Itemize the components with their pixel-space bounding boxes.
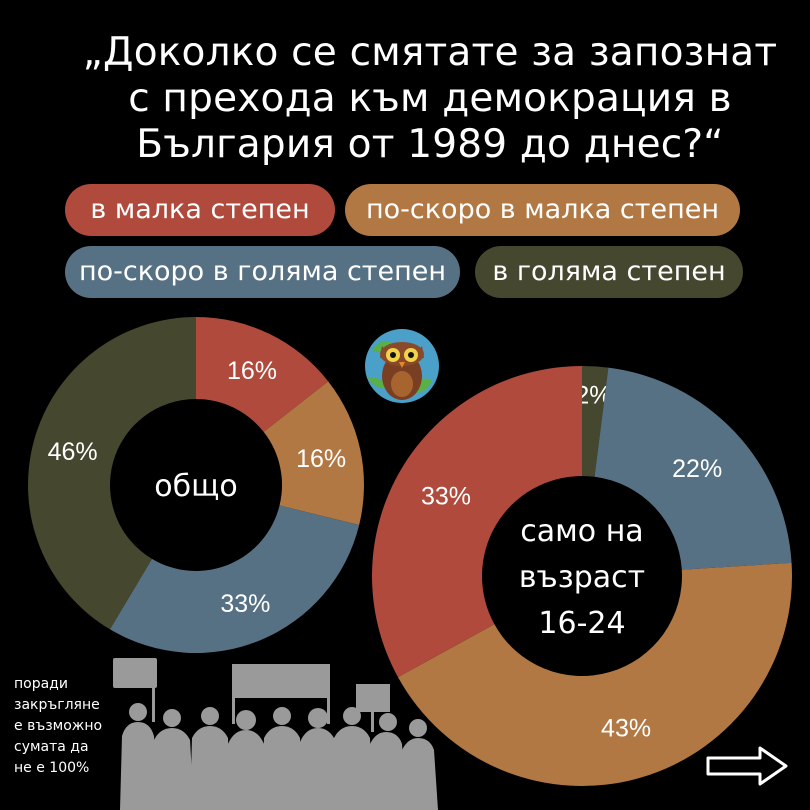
footnote-line: е възможно (14, 718, 103, 734)
crowd-silhouette-icon (113, 658, 438, 810)
slice-label-small: 16% (227, 357, 277, 385)
footnote-line: закръгляне (14, 697, 100, 713)
rounding-footnote: поради закръгляне е възможно сумата да н… (14, 674, 144, 779)
slice-rather-small (263, 381, 364, 526)
owl-logo-icon (365, 329, 439, 403)
slice-rather-small (397, 562, 793, 787)
legend-item-rather-small-extent: по-скоро в малка степен (345, 184, 740, 236)
slice-label-rather-large: 22% (672, 455, 722, 483)
title-line: с прехода към демокрация в (128, 76, 732, 121)
footnote-line: сумата да (14, 739, 89, 755)
slice-large (28, 317, 196, 630)
center-label-line: възраст (519, 560, 645, 595)
next-arrow-icon[interactable] (706, 746, 788, 786)
slice-label-rather-large: 33% (220, 590, 270, 618)
slice-label-small: 33% (421, 483, 471, 511)
slice-label-rather-small: 16% (296, 445, 346, 473)
chart-title: „Доколко се смятате за запознат с преход… (80, 30, 780, 168)
donut-chart-overall: 16% 16% 33% 46% общо (28, 317, 364, 653)
center-label-line: само на (520, 514, 643, 549)
slice-large (582, 366, 609, 477)
title-line: „Доколко се смятате за запознат (82, 30, 778, 75)
center-label-line: 16-24 (538, 606, 625, 641)
footnote-line: не е 100% (14, 760, 90, 776)
legend-item-small-extent: в малка степен (65, 184, 335, 236)
center-label-line: общо (154, 469, 237, 504)
legend-item-large-extent: в голяма степен (475, 246, 743, 298)
slice-label-large: 46% (48, 438, 98, 466)
slice-label-rather-small: 43% (601, 715, 651, 743)
legend-item-rather-large-extent: по-скоро в голяма степен (65, 246, 460, 298)
slice-rather-large (594, 367, 792, 570)
slice-small (371, 366, 582, 678)
slice-small (196, 317, 329, 432)
footnote-line: поради (14, 676, 68, 692)
slice-rather-large (109, 505, 360, 653)
title-line: България от 1989 до днес?“ (136, 122, 724, 167)
